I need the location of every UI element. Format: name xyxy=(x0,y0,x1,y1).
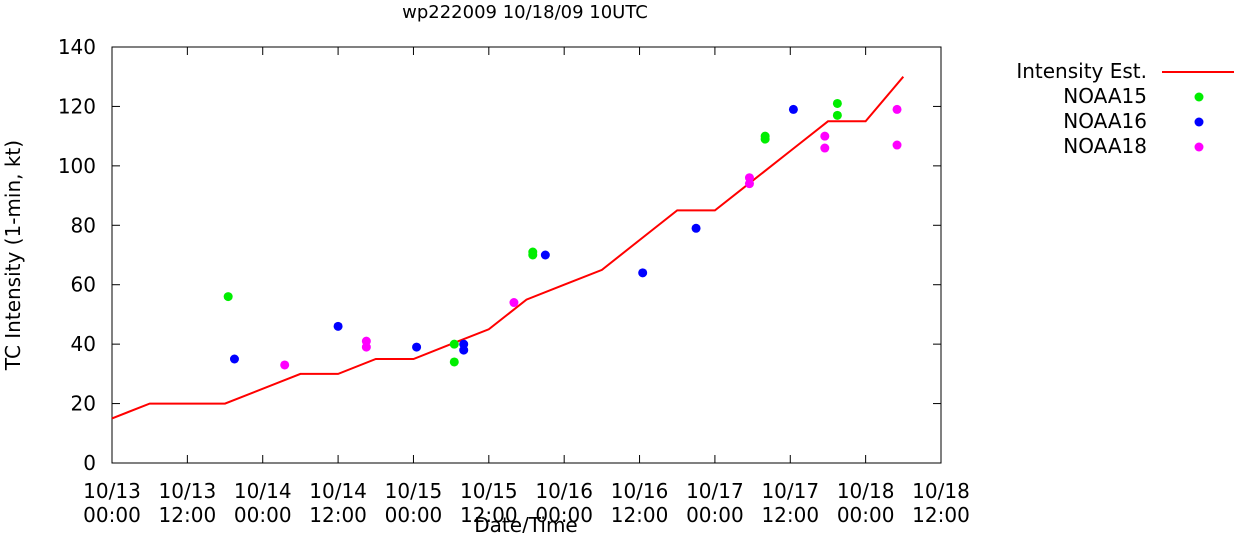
x-tick-label-date: 10/18 xyxy=(837,479,895,503)
plot-frame xyxy=(111,46,942,464)
legend-swatch-noaa16 xyxy=(1194,117,1204,127)
x-tick-label-time: 12:00 xyxy=(159,503,217,527)
data-point-noaa16 xyxy=(459,345,469,355)
x-tick-label-time: 00:00 xyxy=(686,503,744,527)
data-point-noaa18 xyxy=(744,179,754,189)
data-point-noaa15 xyxy=(760,134,770,144)
x-tick-label-time: 12:00 xyxy=(460,503,518,527)
x-tick-label-time: 00:00 xyxy=(83,503,141,527)
data-point-noaa18 xyxy=(361,342,371,352)
x-tick-label-time: 12:00 xyxy=(761,503,819,527)
data-point-noaa18 xyxy=(820,131,830,141)
x-tick-label-time: 12:00 xyxy=(611,503,669,527)
x-tick-label-date: 10/15 xyxy=(460,479,518,503)
data-point-noaa18 xyxy=(509,298,519,308)
data-point-noaa15 xyxy=(449,339,459,349)
y-tick-label: 0 xyxy=(83,451,96,475)
y-tick-label: 20 xyxy=(71,392,96,416)
data-point-noaa18 xyxy=(280,360,290,370)
data-point-noaa18 xyxy=(892,140,902,150)
x-tick-label-time: 00:00 xyxy=(535,503,593,527)
x-tick-label-time: 00:00 xyxy=(234,503,292,527)
data-point-noaa15 xyxy=(832,110,842,120)
x-tick-label-time: 12:00 xyxy=(309,503,367,527)
x-tick-label-date: 10/18 xyxy=(912,479,970,503)
data-point-noaa16 xyxy=(788,104,798,114)
x-tick-label-date: 10/16 xyxy=(611,479,669,503)
y-tick-label: 60 xyxy=(71,273,96,297)
legend-label-noaa15: NOAA15 xyxy=(1063,84,1147,108)
x-tick-label-date: 10/14 xyxy=(309,479,367,503)
y-tick-label: 80 xyxy=(71,213,96,237)
x-axis: 10/1300:0010/1312:0010/1400:0010/1412:00… xyxy=(83,47,970,527)
x-tick-label-date: 10/14 xyxy=(234,479,292,503)
series-line-intensity-est xyxy=(111,76,905,420)
data-point-noaa16 xyxy=(333,321,343,331)
x-tick-label-date: 10/13 xyxy=(83,479,141,503)
y-tick-label: 100 xyxy=(58,154,96,178)
data-point-noaa15 xyxy=(528,250,538,260)
x-tick-label-time: 00:00 xyxy=(837,503,895,527)
chart-title: wp222009 10/18/09 10UTC xyxy=(402,2,648,23)
data-point-noaa16 xyxy=(691,223,701,233)
y-tick-label: 40 xyxy=(71,332,96,356)
x-tick-label-date: 10/17 xyxy=(761,479,819,503)
x-tick-label-date: 10/16 xyxy=(535,479,593,503)
data-point-noaa16 xyxy=(229,354,239,364)
y-axis-label: TC Intensity (1-min, kt) xyxy=(1,140,25,371)
data-point-noaa18 xyxy=(892,104,902,114)
x-tick-label-date: 10/13 xyxy=(159,479,217,503)
x-axis-label: Date/Time xyxy=(474,513,578,533)
x-tick-label-date: 10/15 xyxy=(385,479,443,503)
x-tick-label-date: 10/17 xyxy=(686,479,744,503)
y-tick-label: 140 xyxy=(58,35,96,59)
data-point-noaa15 xyxy=(449,357,459,367)
data-point-noaa16 xyxy=(638,268,648,278)
data-point-noaa18 xyxy=(820,143,830,153)
legend-swatch-noaa15 xyxy=(1194,92,1204,102)
legend-label-intensity-est: Intensity Est. xyxy=(1016,59,1147,83)
y-axis: 0 20 40 60 80 100 120 140 xyxy=(58,35,941,475)
y-tick-label: 120 xyxy=(58,94,96,118)
legend-swatch-noaa18 xyxy=(1194,142,1204,152)
x-tick-label-time: 12:00 xyxy=(912,503,970,527)
data-point-noaa16 xyxy=(540,250,550,260)
data-point-noaa15 xyxy=(832,98,842,108)
legend-label-noaa18: NOAA18 xyxy=(1063,134,1147,158)
series-layer xyxy=(111,76,905,420)
x-tick-label-time: 00:00 xyxy=(385,503,443,527)
legend-label-noaa16: NOAA16 xyxy=(1063,109,1147,133)
data-point-noaa16 xyxy=(412,342,422,352)
data-point-noaa15 xyxy=(223,292,233,302)
